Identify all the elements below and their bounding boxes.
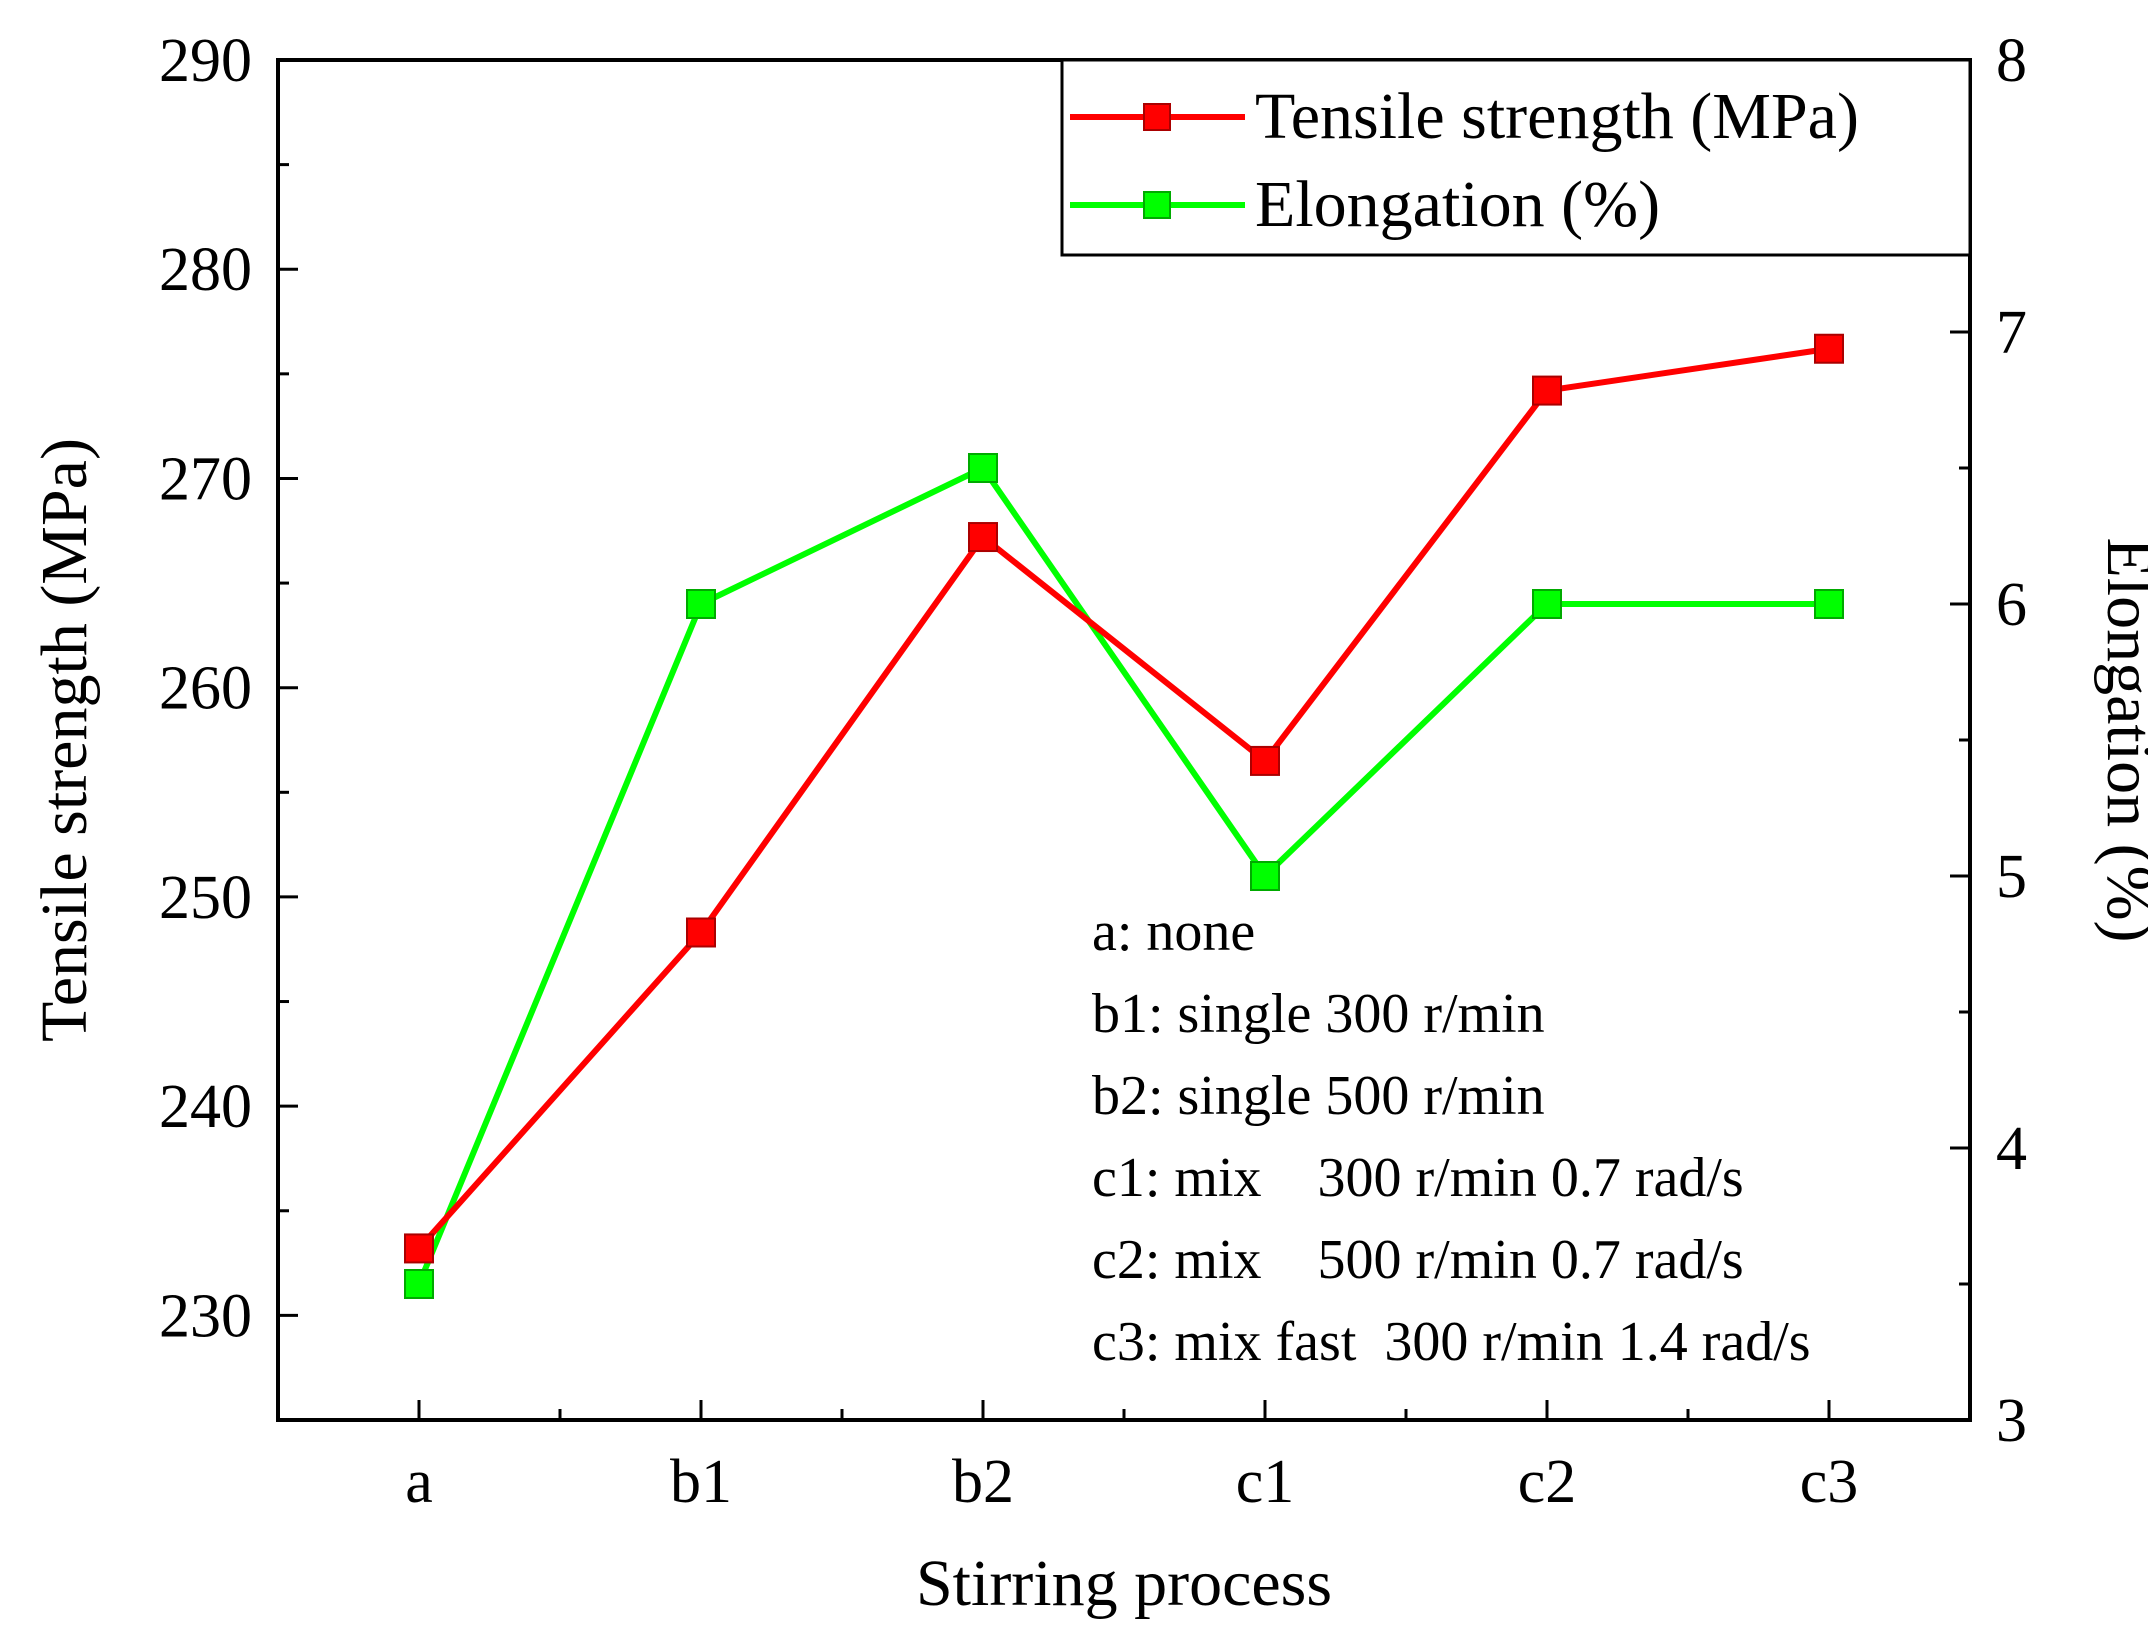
legend: Tensile strength (MPa) Elongation (%) [1060, 58, 1972, 257]
point-tensile-c3 [1814, 333, 1844, 364]
note-b1: b1: single 300 r/min [1092, 983, 1545, 1045]
y-right-tick-label-5: 5 [1996, 843, 2027, 911]
y-left-tick-label-230: 230 [159, 1282, 252, 1350]
point-elongation-b2 [968, 453, 998, 483]
point-tensile-c2 [1532, 375, 1562, 406]
legend-marker-elongation [1143, 191, 1171, 219]
note-c3: c3: mix fast 300 r/min 1.4 rad/s [1092, 1311, 1811, 1373]
x-tick-label-b2: b2 [952, 1448, 1014, 1516]
series-line-elongation [416, 464, 1829, 1286]
point-elongation-c2 [1532, 589, 1562, 619]
legend-marker-tensile [1143, 103, 1171, 131]
y-right-tick-label-4: 4 [1996, 1115, 2027, 1183]
point-elongation-a [404, 1269, 434, 1299]
point-elongation-c3 [1814, 589, 1844, 619]
y-right-tick-label-8: 8 [1996, 27, 2027, 95]
y-left-axis-title: Tensile strength (MPa) [28, 438, 101, 1042]
legend-label-elongation: Elongation (%) [1255, 168, 1660, 241]
x-tick-label-c1: c1 [1236, 1448, 1295, 1516]
note-c1: c1: mix 300 r/min 0.7 rad/s [1092, 1147, 1744, 1209]
x-tick-label-a: a [405, 1448, 433, 1516]
x-axis-title: Stirring process [916, 1547, 1332, 1620]
plot-frame [276, 58, 1972, 1422]
y-left-tick-label-250: 250 [159, 864, 252, 932]
process-notes: a: none b1: single 300 r/min b2: single … [1092, 901, 1811, 1373]
x-tick-label-b1: b1 [670, 1448, 732, 1516]
y-left-tick-label-260: 260 [159, 655, 252, 723]
point-tensile-a [404, 1233, 434, 1264]
point-tensile-b2 [968, 522, 998, 553]
point-tensile-c1 [1250, 745, 1280, 776]
y-left-tick-label-290: 290 [159, 27, 252, 95]
note-c2: c2: mix 500 r/min 0.7 rad/s [1092, 1229, 1744, 1291]
note-a: a: none [1092, 901, 1255, 963]
y-right-tick-label-7: 7 [1996, 299, 2027, 367]
y-right-tick-label-6: 6 [1996, 571, 2027, 639]
x-tick-label-c3: c3 [1800, 1448, 1859, 1516]
point-elongation-b1 [686, 589, 716, 619]
x-tick-label-c2: c2 [1518, 1448, 1577, 1516]
y-right-axis-title: Elongation (%) [2093, 537, 2148, 942]
series-line-tensile [416, 345, 1830, 1251]
legend-box [1060, 58, 1972, 257]
point-tensile-b1 [686, 917, 716, 948]
y-left-tick-label-240: 240 [159, 1073, 252, 1141]
note-b2: b2: single 500 r/min [1092, 1065, 1545, 1127]
y-left-tick-label-280: 280 [159, 236, 252, 304]
y-right-tick-label-3: 3 [1996, 1387, 2027, 1455]
legend-label-tensile: Tensile strength (MPa) [1255, 80, 1859, 153]
point-elongation-c1 [1250, 861, 1280, 891]
y-left-tick-label-270: 270 [159, 445, 252, 513]
